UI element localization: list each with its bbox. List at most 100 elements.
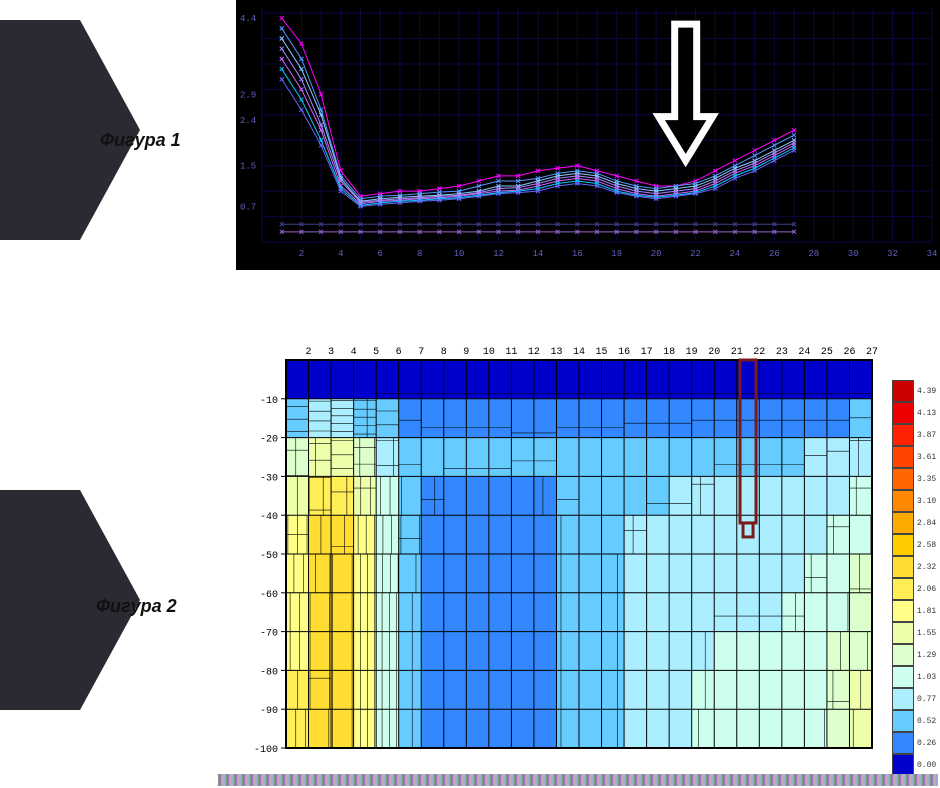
svg-text:28: 28 xyxy=(808,249,819,259)
legend-swatch xyxy=(892,666,914,688)
svg-text:0.7: 0.7 xyxy=(240,202,256,212)
chart-2-legend: 4.394.133.873.613.353.102.842.582.322.06… xyxy=(892,380,940,776)
legend-value: 4.13 xyxy=(917,409,936,418)
legend-swatch xyxy=(892,380,914,402)
legend-row: 1.81 xyxy=(892,600,940,622)
svg-text:17: 17 xyxy=(641,347,653,358)
legend-value: 1.29 xyxy=(917,651,936,660)
legend-swatch xyxy=(892,600,914,622)
svg-text:22: 22 xyxy=(690,249,701,259)
legend-row: 1.55 xyxy=(892,622,940,644)
legend-swatch xyxy=(892,556,914,578)
svg-text:32: 32 xyxy=(887,249,898,259)
svg-text:6: 6 xyxy=(396,347,402,358)
legend-value: 3.87 xyxy=(917,431,936,440)
legend-row: 0.52 xyxy=(892,710,940,732)
legend-row: 2.32 xyxy=(892,556,940,578)
legend-swatch xyxy=(892,710,914,732)
svg-text:8: 8 xyxy=(441,347,447,358)
legend-swatch xyxy=(892,424,914,446)
svg-text:9: 9 xyxy=(463,347,469,358)
svg-text:5: 5 xyxy=(373,347,379,358)
legend-row: 3.87 xyxy=(892,424,940,446)
svg-text:23: 23 xyxy=(776,347,788,358)
svg-text:13: 13 xyxy=(550,347,562,358)
legend-row: 3.35 xyxy=(892,468,940,490)
svg-text:20: 20 xyxy=(708,347,720,358)
chart-2: 2345678910111213141516171819202122232425… xyxy=(242,338,940,758)
svg-text:4: 4 xyxy=(351,347,357,358)
svg-text:6: 6 xyxy=(378,249,383,259)
legend-swatch xyxy=(892,754,914,776)
legend-swatch xyxy=(892,644,914,666)
legend-row: 0.00 xyxy=(892,754,940,776)
svg-text:30: 30 xyxy=(848,249,859,259)
svg-text:8: 8 xyxy=(417,249,422,259)
pointer-shape-1 xyxy=(0,20,80,240)
legend-swatch xyxy=(892,688,914,710)
svg-text:-80: -80 xyxy=(260,667,278,678)
legend-swatch xyxy=(892,578,914,600)
legend-value: 1.03 xyxy=(917,673,936,682)
chart-1: 2468101214161820222426283032340.71.52.42… xyxy=(236,0,940,270)
figure-1-label: Фигура 1 xyxy=(100,130,181,151)
svg-text:4.4: 4.4 xyxy=(240,14,256,24)
legend-value: 0.77 xyxy=(917,695,936,704)
svg-text:2: 2 xyxy=(299,249,304,259)
legend-row: 3.61 xyxy=(892,446,940,468)
svg-text:2.9: 2.9 xyxy=(240,90,256,100)
legend-value: 4.39 xyxy=(917,387,936,396)
noise-bar xyxy=(218,774,938,786)
legend-swatch xyxy=(892,534,914,556)
svg-text:27: 27 xyxy=(866,347,878,358)
pointer-shape-2 xyxy=(0,490,80,710)
svg-text:1.5: 1.5 xyxy=(240,162,256,172)
svg-text:2: 2 xyxy=(306,347,312,358)
svg-text:4: 4 xyxy=(338,249,343,259)
legend-swatch xyxy=(892,402,914,424)
svg-text:25: 25 xyxy=(821,347,833,358)
legend-swatch xyxy=(892,622,914,644)
svg-text:12: 12 xyxy=(528,347,540,358)
legend-value: 2.32 xyxy=(917,563,936,572)
figure-2-label: Фигура 2 xyxy=(96,596,177,617)
legend-value: 1.81 xyxy=(917,607,936,616)
svg-text:-90: -90 xyxy=(260,706,278,717)
svg-text:26: 26 xyxy=(769,249,780,259)
legend-row: 2.06 xyxy=(892,578,940,600)
svg-text:18: 18 xyxy=(611,249,622,259)
svg-text:-100: -100 xyxy=(254,745,278,756)
svg-text:-40: -40 xyxy=(260,512,278,523)
svg-text:-20: -20 xyxy=(260,435,278,446)
legend-swatch xyxy=(892,446,914,468)
legend-row: 3.10 xyxy=(892,490,940,512)
svg-text:10: 10 xyxy=(454,249,465,259)
legend-value: 1.55 xyxy=(917,629,936,638)
svg-text:16: 16 xyxy=(572,249,583,259)
svg-text:15: 15 xyxy=(596,347,608,358)
svg-text:-60: -60 xyxy=(260,590,278,601)
svg-text:26: 26 xyxy=(843,347,855,358)
legend-value: 3.35 xyxy=(917,475,936,484)
legend-swatch xyxy=(892,468,914,490)
legend-row: 4.39 xyxy=(892,380,940,402)
svg-text:11: 11 xyxy=(505,347,517,358)
svg-text:-70: -70 xyxy=(260,629,278,640)
svg-text:14: 14 xyxy=(573,347,585,358)
legend-swatch xyxy=(892,512,914,534)
svg-text:12: 12 xyxy=(493,249,504,259)
legend-value: 0.00 xyxy=(917,761,936,770)
legend-value: 2.06 xyxy=(917,585,936,594)
svg-text:22: 22 xyxy=(753,347,765,358)
chart-1-svg: 2468101214161820222426283032340.71.52.42… xyxy=(238,2,938,268)
svg-text:24: 24 xyxy=(798,347,810,358)
svg-text:2.4: 2.4 xyxy=(240,116,256,126)
chart-2-svg: 2345678910111213141516171819202122232425… xyxy=(242,338,882,758)
legend-swatch xyxy=(892,490,914,512)
legend-row: 2.58 xyxy=(892,534,940,556)
svg-text:10: 10 xyxy=(483,347,495,358)
legend-row: 0.77 xyxy=(892,688,940,710)
svg-text:34: 34 xyxy=(927,249,938,259)
svg-text:-50: -50 xyxy=(260,551,278,562)
svg-text:21: 21 xyxy=(731,347,743,358)
